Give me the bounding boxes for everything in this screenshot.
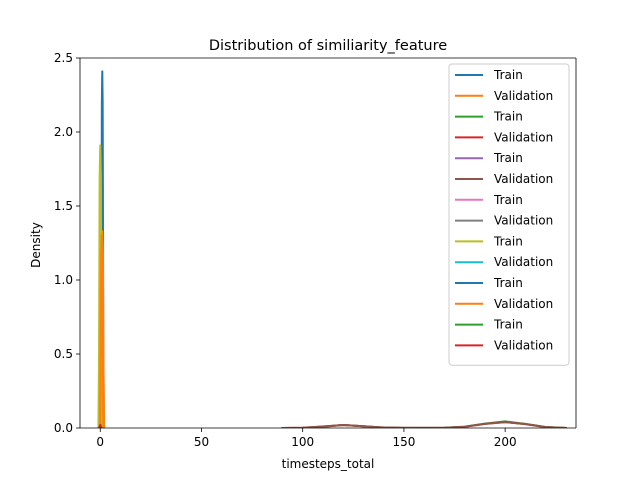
legend-label: Validation [494, 89, 553, 103]
series-line-14 [98, 424, 103, 428]
legend-label: Train [493, 68, 523, 82]
y-tick-label: 0.5 [54, 347, 73, 361]
legend-label: Train [493, 151, 523, 165]
legend: Train Validation Train Validation Train Valid… [448, 63, 570, 366]
legend-frame [448, 63, 570, 366]
legend-label: Train [493, 110, 523, 124]
legend-label: Validation [494, 214, 553, 228]
x-tick-label: 150 [392, 435, 415, 449]
y-tick-label: 0.0 [54, 421, 73, 435]
y-tick-label: 1.0 [54, 273, 73, 287]
x-tick-label: 100 [291, 435, 314, 449]
axes [79, 57, 577, 429]
legend-label: Train [493, 276, 523, 290]
legend-label: Validation [494, 130, 553, 144]
legend-label: Validation [494, 297, 553, 311]
x-tick-label: 0 [96, 435, 104, 449]
tick-marks: 0 50 100 150 200 0.0 0.5 1.0 1.5 2.0 2.5 [54, 51, 517, 449]
series-line-12 [98, 234, 105, 428]
y-tick-label: 1.5 [54, 199, 73, 213]
y-tick-label: 2.0 [54, 125, 73, 139]
legend-label: Validation [494, 255, 553, 269]
legend-label: Train [493, 193, 523, 207]
x-tick-label: 50 [194, 435, 209, 449]
y-tick-label: 2.5 [54, 51, 73, 65]
legend-label: Train [493, 318, 523, 332]
x-axis-label: timesteps_total [282, 457, 375, 471]
legend-label: Train [493, 234, 523, 248]
chart-title: Distribution of similiarity_feature [209, 38, 447, 54]
x-tick-label: 200 [494, 435, 517, 449]
legend-label: Validation [494, 172, 553, 186]
y-axis-label: Density [29, 222, 43, 268]
legend-label: Validation [494, 338, 553, 352]
